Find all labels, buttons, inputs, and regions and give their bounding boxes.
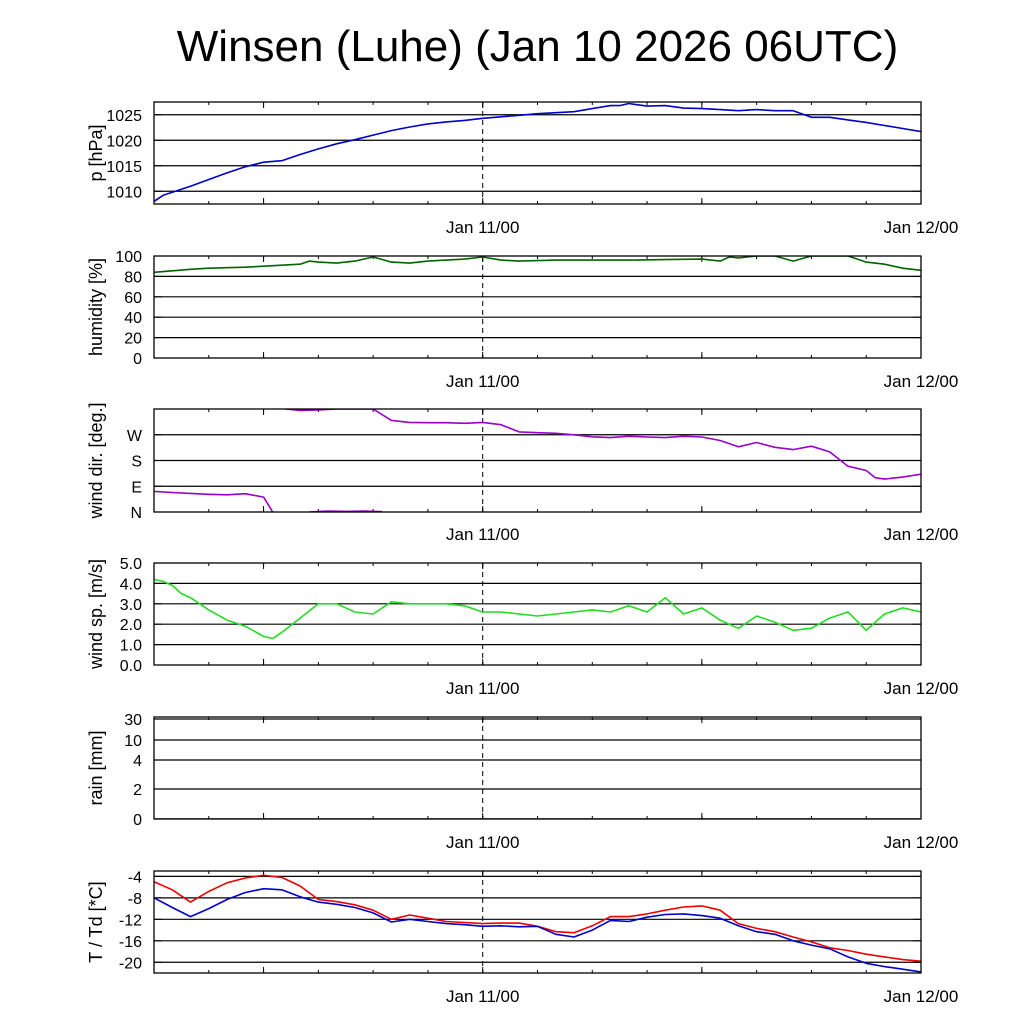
y-tick-label: E bbox=[131, 479, 142, 496]
panel-pressure: 1010 1015 1020 1025 Jan 11/00 Jan 12/00 p [hPa… bbox=[86, 101, 959, 237]
x-tick-label: Jan 11/00 bbox=[446, 525, 519, 544]
series-dir_c bbox=[285, 409, 921, 480]
series-wind_speed bbox=[154, 578, 921, 640]
x-tick-label: Jan 12/00 bbox=[884, 833, 959, 852]
series-pressure bbox=[154, 102, 921, 203]
plot-frame bbox=[153, 101, 922, 205]
y-axis-label: p [hPa] bbox=[86, 124, 106, 181]
panel-wind_speed: 0.0 1.0 2.0 3.0 4.0 5.0 Jan 11/00 Jan 12/00 wind… bbox=[86, 556, 958, 698]
y-axis-label: humidity [%] bbox=[86, 258, 106, 356]
chart-title: Winsen (Luhe) (Jan 10 2026 06UTC) bbox=[176, 22, 899, 71]
panel-humidity: 0 20 40 60 80 100 Jan 11/00 Jan 12/00 humidity [… bbox=[86, 249, 958, 391]
y-tick-label: 1025 bbox=[106, 108, 142, 125]
y-tick-label: W bbox=[127, 428, 143, 445]
y-tick-label: S bbox=[131, 454, 142, 471]
series-Td bbox=[154, 887, 921, 973]
y-tick-label: -8 bbox=[128, 891, 142, 908]
y-tick-label: 0.0 bbox=[120, 658, 142, 675]
y-tick-label: 1010 bbox=[106, 184, 142, 201]
y-tick-label: -4 bbox=[128, 869, 142, 886]
y-axis-label: wind dir. [deg.] bbox=[86, 402, 106, 519]
x-tick-label: Jan 11/00 bbox=[446, 218, 519, 237]
series-humidity bbox=[154, 256, 921, 274]
y-tick-label: 2 bbox=[133, 782, 142, 799]
x-tick-label: Jan 12/00 bbox=[884, 987, 959, 1006]
x-tick-label: Jan 11/00 bbox=[446, 679, 519, 698]
y-tick-label: 3.0 bbox=[120, 597, 142, 614]
x-tick-label: Jan 12/00 bbox=[884, 525, 959, 544]
y-tick-label: 1.0 bbox=[120, 638, 142, 655]
plot-frame bbox=[153, 562, 922, 666]
series-dir_a bbox=[154, 490, 274, 512]
y-tick-label: 0 bbox=[133, 812, 142, 829]
plot-frame bbox=[153, 716, 922, 820]
panel-temperature: -20 -16 -12 -8 -4 Jan 11/00 Jan 12/00 T / Td [*… bbox=[86, 869, 958, 1006]
y-tick-label: 2.0 bbox=[120, 617, 142, 634]
y-tick-label: 30 bbox=[124, 712, 142, 729]
plot-frame bbox=[153, 870, 922, 974]
y-axis-label: wind sp. [m/s] bbox=[86, 559, 106, 670]
x-tick-label: Jan 11/00 bbox=[446, 372, 519, 391]
y-tick-label: 60 bbox=[124, 290, 142, 307]
x-tick-label: Jan 12/00 bbox=[884, 372, 959, 391]
y-axis-label: rain [mm] bbox=[86, 730, 106, 805]
y-axis-label: T / Td [*C] bbox=[86, 881, 106, 962]
y-tick-label: N bbox=[130, 505, 142, 522]
y-tick-label: 1020 bbox=[106, 133, 142, 150]
y-tick-label: 10 bbox=[124, 733, 142, 750]
y-tick-label: 5.0 bbox=[120, 556, 142, 573]
y-tick-label: 0 bbox=[133, 351, 142, 368]
panel-rain: 0 2 4 10 30 Jan 11/00 Jan 12/00 rain [mm] bbox=[86, 712, 958, 852]
y-tick-label: 80 bbox=[124, 269, 142, 286]
y-tick-label: 100 bbox=[115, 249, 142, 266]
x-tick-label: Jan 11/00 bbox=[446, 987, 519, 1006]
y-tick-label: -20 bbox=[119, 955, 142, 972]
x-tick-label: Jan 12/00 bbox=[884, 218, 959, 237]
y-tick-label: 40 bbox=[124, 310, 142, 327]
series-T bbox=[154, 874, 921, 962]
plot-frame bbox=[153, 255, 922, 359]
plot-frame bbox=[153, 408, 922, 513]
y-tick-label: 4.0 bbox=[120, 576, 142, 593]
x-tick-label: Jan 11/00 bbox=[446, 833, 519, 852]
x-tick-label: Jan 12/00 bbox=[884, 679, 959, 698]
y-tick-label: 1015 bbox=[106, 159, 142, 176]
y-tick-label: -12 bbox=[119, 912, 142, 929]
y-tick-label: 20 bbox=[124, 331, 142, 348]
y-tick-label: 4 bbox=[133, 753, 142, 770]
y-tick-label: -16 bbox=[119, 934, 142, 951]
